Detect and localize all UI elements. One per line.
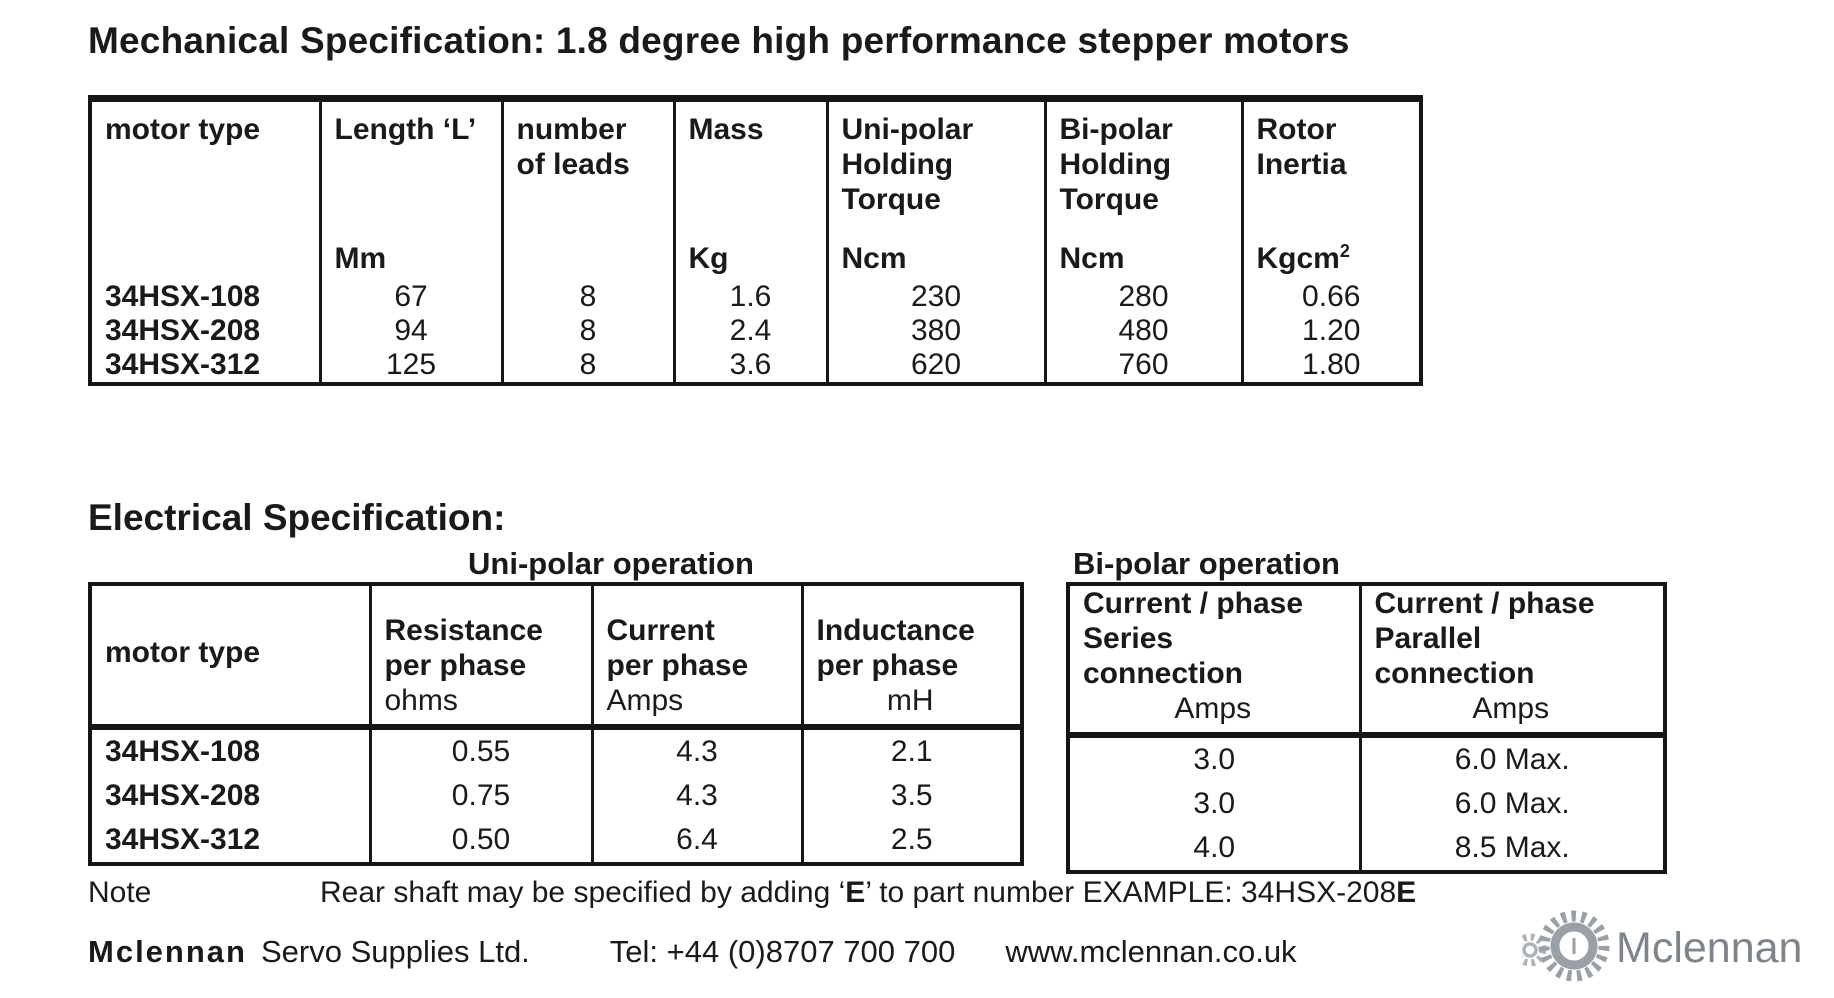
page-title: Mechanical Specification: 1.8 degree hig… xyxy=(88,20,1350,61)
series-current-value: 3.0 xyxy=(1193,787,1236,820)
bi-col-parallel: Current / phase Parallel connection Amps xyxy=(1358,584,1665,738)
uni-col-resistance: Resistance per phase ohms xyxy=(368,584,592,730)
parallel-current-value: 6.0 Max. xyxy=(1358,782,1665,826)
mech-unit-leads xyxy=(500,242,674,280)
uni-row-34HSX-208: 34HSX-208 0.75 4.3 3.5 xyxy=(90,774,1022,818)
mech-header-row: motor type Length ‘L’ number of leads Ma… xyxy=(90,98,1421,242)
mass-value: 2.4 xyxy=(672,314,827,348)
mech-unit-mass: Kg xyxy=(672,242,827,280)
series-current-value: 3.0 xyxy=(1193,743,1236,776)
mech-col-mass: Mass xyxy=(672,98,827,242)
mechanical-spec-table: motor type Length ‘L’ number of leads Ma… xyxy=(88,95,1423,386)
mech-col-length: Length ‘L’ xyxy=(318,98,502,242)
company-name: Mclennan xyxy=(88,934,247,969)
inertia-value: 1.80 xyxy=(1240,348,1421,384)
inductance-value: 2.5 xyxy=(800,818,1022,864)
footer: Mclennan Servo Supplies Ltd. Tel: +44 (0)8… xyxy=(88,934,1297,970)
parallel-current-value: 6.0 Max. xyxy=(1358,735,1665,782)
mech-col-bipolar-torque: Bi-polar Holding Torque xyxy=(1043,98,1242,242)
bipolar-torque-value: 760 xyxy=(1043,348,1242,384)
motor-name: 34HSX-312 xyxy=(105,823,261,856)
mech-col-motor-type: motor type xyxy=(105,113,261,146)
rear-shaft-note: Note Rear shaft may be specified by addin… xyxy=(88,876,1416,910)
current-value: 4.3 xyxy=(590,774,802,818)
inductance-value: 3.5 xyxy=(800,774,1022,818)
length-value: 94 xyxy=(318,314,502,348)
series-unit: Amps xyxy=(1174,692,1252,725)
mech-col-rotor-inertia: Rotor Inertia xyxy=(1240,98,1421,242)
mech-col-unipolar-torque: Uni-polar Holding Torque xyxy=(825,98,1045,242)
resistance-value: 0.75 xyxy=(368,774,592,818)
resistance-unit: ohms xyxy=(384,684,458,717)
mech-col-leads: number of leads xyxy=(500,98,674,242)
bi-row-34HSX-312: 4.0 8.5 Max. xyxy=(1068,826,1665,872)
motor-name: 34HSX-312 xyxy=(105,348,261,381)
motor-name: 34HSX-108 xyxy=(105,735,261,768)
bi-row-34HSX-208: 3.0 6.0 Max. xyxy=(1068,782,1665,826)
uni-col-inductance: Inductance per phase mH xyxy=(800,584,1022,730)
leads-value: 8 xyxy=(500,314,674,348)
mech-unit-empty xyxy=(90,242,320,280)
gear-logo-icon: Mclennan xyxy=(1513,910,1802,982)
bipolar-header-row: Current / phase Series connection Amps C… xyxy=(1068,584,1665,738)
current-value: 6.4 xyxy=(590,818,802,864)
electrical-spec-heading: Electrical Specification: xyxy=(88,497,506,538)
bipolar-torque-value: 480 xyxy=(1043,314,1242,348)
series-current-value: 4.0 xyxy=(1193,831,1236,864)
unipolar-operation-title: Uni-polar operation xyxy=(468,546,754,581)
note-label: Note xyxy=(88,876,152,909)
bipolar-operation-title: Bi-polar operation xyxy=(1073,546,1340,581)
unipolar-torque-value: 620 xyxy=(825,348,1045,384)
mech-unit-length: Mm xyxy=(318,242,502,280)
mech-row-34HSX-108: 34HSX-108 67 8 1.6 230 280 0.66 xyxy=(90,280,1421,314)
bi-col-series: Current / phase Series connection Amps xyxy=(1068,584,1360,738)
website-url: www.mclennan.co.uk xyxy=(1005,934,1297,969)
unipolar-table: motor type Resistance per phase ohms Cur… xyxy=(88,582,1024,866)
resistance-value: 0.55 xyxy=(368,727,592,774)
inertia-value: 1.20 xyxy=(1240,314,1421,348)
mech-unit-inertia: Kgcm2 xyxy=(1240,242,1421,280)
mass-value: 3.6 xyxy=(672,348,827,384)
length-value: 125 xyxy=(318,348,502,384)
length-value: 67 xyxy=(318,280,502,314)
phone-number: Tel: +44 (0)8707 700 700 xyxy=(609,934,956,969)
squared-superscript: 2 xyxy=(1339,242,1350,261)
mass-value: 1.6 xyxy=(672,280,827,314)
uni-col-current: Current per phase Amps xyxy=(590,584,802,730)
motor-name: 34HSX-108 xyxy=(105,280,261,313)
unipolar-torque-value: 230 xyxy=(825,280,1045,314)
parallel-unit: Amps xyxy=(1472,692,1550,725)
resistance-value: 0.50 xyxy=(368,818,592,864)
parallel-current-value: 8.5 Max. xyxy=(1358,826,1665,872)
uni-row-34HSX-312: 34HSX-312 0.50 6.4 2.5 xyxy=(90,818,1022,864)
inertia-value: 0.66 xyxy=(1240,280,1421,314)
mclennan-logo: Mclennan xyxy=(1513,896,1822,994)
mech-units-row: Mm Kg Ncm Ncm Kgcm2 xyxy=(90,242,1421,280)
mech-row-34HSX-312: 34HSX-312 125 8 3.6 620 760 1.80 xyxy=(90,348,1421,384)
mech-unit-unipolar: Ncm xyxy=(825,242,1045,280)
current-value: 4.3 xyxy=(590,727,802,774)
motor-name: 34HSX-208 xyxy=(105,779,261,812)
inductance-unit: mH xyxy=(886,684,934,717)
bipolar-torque-value: 280 xyxy=(1043,280,1242,314)
unipolar-header-row: motor type Resistance per phase ohms Cur… xyxy=(90,584,1022,730)
current-unit: Amps xyxy=(606,684,684,717)
motor-name: 34HSX-208 xyxy=(105,314,261,347)
leads-value: 8 xyxy=(500,280,674,314)
unipolar-torque-value: 380 xyxy=(825,314,1045,348)
leads-value: 8 xyxy=(500,348,674,384)
mech-row-34HSX-208: 34HSX-208 94 8 2.4 380 480 1.20 xyxy=(90,314,1421,348)
bipolar-table: Current / phase Series connection Amps C… xyxy=(1066,582,1667,874)
bi-row-34HSX-108: 3.0 6.0 Max. xyxy=(1068,735,1665,782)
uni-col-motor-type: motor type xyxy=(90,584,370,730)
mech-unit-bipolar: Ncm xyxy=(1043,242,1242,280)
note-text: Rear shaft may be specified by adding ‘E… xyxy=(320,876,1417,909)
logo-text: Mclennan xyxy=(1616,924,1802,972)
uni-row-34HSX-108: 34HSX-108 0.55 4.3 2.1 xyxy=(90,727,1022,774)
company-suffix: Servo Supplies Ltd. xyxy=(260,934,530,969)
inductance-value: 2.1 xyxy=(800,727,1022,774)
